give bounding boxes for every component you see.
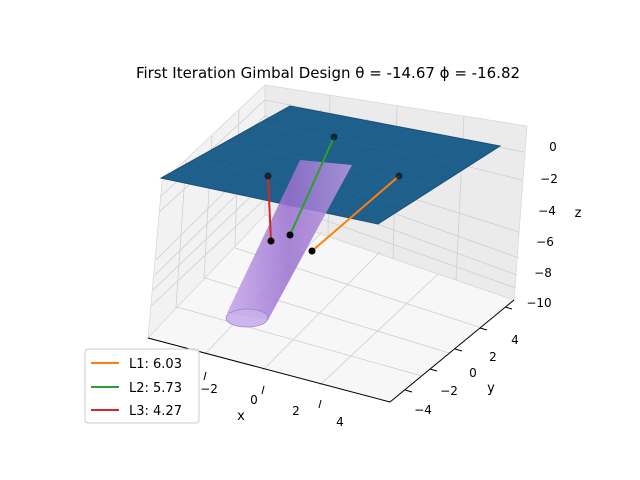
x-tick-label: 0 (250, 393, 258, 407)
x-axis-label: x (237, 409, 245, 424)
x-tick-label: 4 (336, 415, 344, 429)
legend-label-l2: L2: 5.73 (129, 381, 182, 396)
legend: L1: 6.03 L2: 5.73 L3: 4.27 (85, 349, 199, 423)
z-tick-label: −6 (536, 235, 554, 249)
chart-title: First Iteration Gimbal Design θ = -14.67… (136, 64, 520, 82)
z-tick-label: −8 (534, 266, 552, 280)
z-tick-label: −2 (540, 172, 558, 186)
y-axis-label: y (487, 381, 495, 396)
z-axis-ticks: 0 −2 −4 −6 −8 −10 (526, 140, 558, 310)
z-axis-label: z (575, 206, 582, 221)
y-tick-label: 4 (511, 333, 519, 347)
y-tick-label: 0 (469, 366, 477, 380)
legend-label-l1: L1: 6.03 (129, 357, 182, 372)
x-tick-label: 2 (292, 404, 300, 418)
y-tick-label: −2 (440, 384, 458, 398)
y-tick-label: −4 (414, 403, 432, 417)
legend-label-l3: L3: 4.27 (129, 404, 182, 419)
y-tick-label: 2 (489, 350, 497, 364)
z-tick-label: −10 (526, 296, 551, 310)
z-tick-label: −4 (538, 204, 556, 218)
z-tick-label: 0 (549, 140, 557, 154)
x-tick-label: −2 (200, 382, 218, 396)
